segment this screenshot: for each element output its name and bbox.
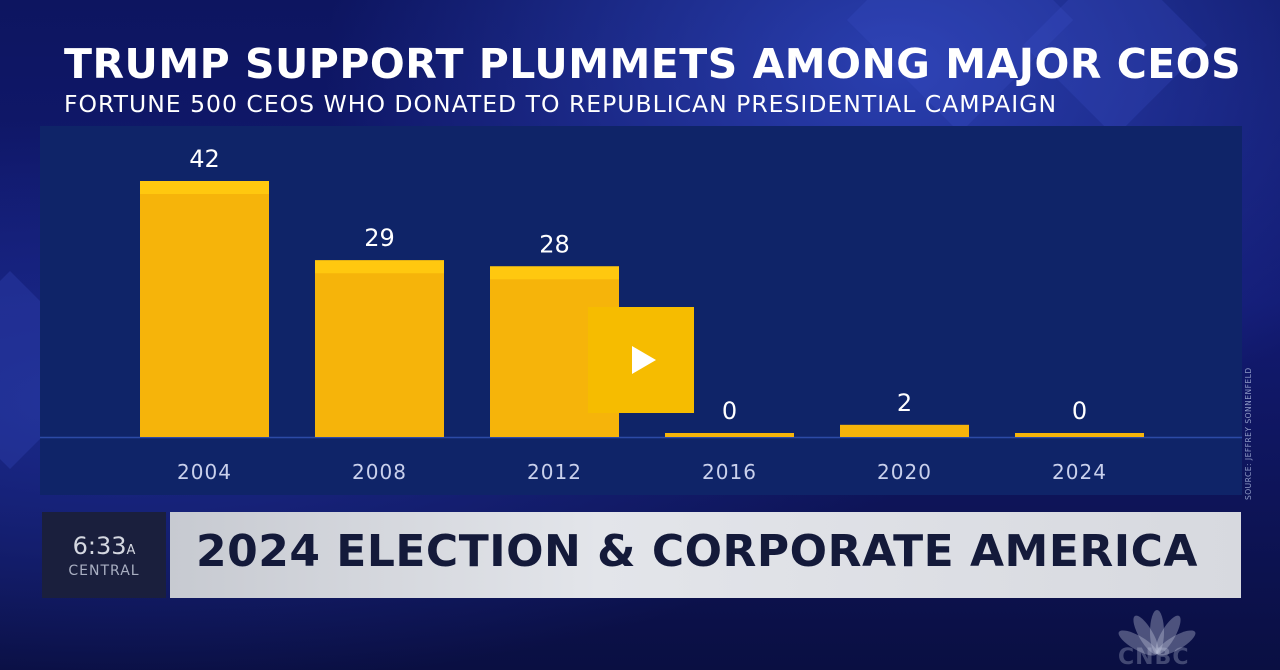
bar-cap-2008 (315, 260, 444, 274)
x-tick-label-2024: 2024 (1052, 460, 1107, 484)
data-label-2020: 2 (897, 389, 912, 417)
data-label-2024: 0 (1072, 397, 1087, 425)
x-tick-label-2012: 2012 (527, 460, 582, 484)
bar-2024 (1015, 433, 1144, 437)
x-tick-label-2016: 2016 (702, 460, 757, 484)
play-icon (632, 346, 656, 374)
x-tick-label-2020: 2020 (877, 460, 932, 484)
bar-cap-2012 (490, 266, 619, 280)
bar-chart: 42 2004 29 2008 28 2012 0 2016 2 2020 0 2024 (40, 145, 1242, 484)
network-logo-text: CNBC (1118, 645, 1190, 670)
network-logo-icon (1118, 610, 1196, 656)
bar-2004 (140, 181, 269, 437)
clock-time-row: 6:33A (42, 532, 166, 560)
clock-time: 6:33 (72, 532, 127, 560)
data-label-2008: 29 (364, 224, 395, 252)
clock-ampm: A (126, 543, 136, 558)
data-label-2004: 42 (189, 145, 220, 173)
bar-2016 (665, 433, 794, 437)
bar-2020 (840, 424, 969, 437)
x-tick-label-2004: 2004 (177, 460, 232, 484)
x-tick-label-2008: 2008 (352, 460, 407, 484)
banner-text: 2024 ELECTION & CORPORATE AMERICA (196, 526, 1198, 577)
data-label-2016: 0 (722, 397, 737, 425)
chart-title: TRUMP SUPPORT PLUMMETS AMONG MAJOR CEOS (64, 40, 1242, 88)
clock-box: 6:33A CENTRAL (42, 512, 166, 598)
chart-subtitle: FORTUNE 500 CEOS WHO DONATED TO REPUBLIC… (64, 90, 1058, 118)
bar-cap-2004 (140, 181, 269, 194)
bar-2008 (315, 260, 444, 437)
clock-zone: CENTRAL (68, 563, 140, 579)
lower-third-banner: 2024 ELECTION & CORPORATE AMERICA (170, 512, 1241, 598)
source-credit: SOURCE: JEFFREY SONNENFELD (1244, 367, 1253, 500)
play-button[interactable] (588, 307, 694, 413)
data-label-2012: 28 (539, 230, 570, 258)
